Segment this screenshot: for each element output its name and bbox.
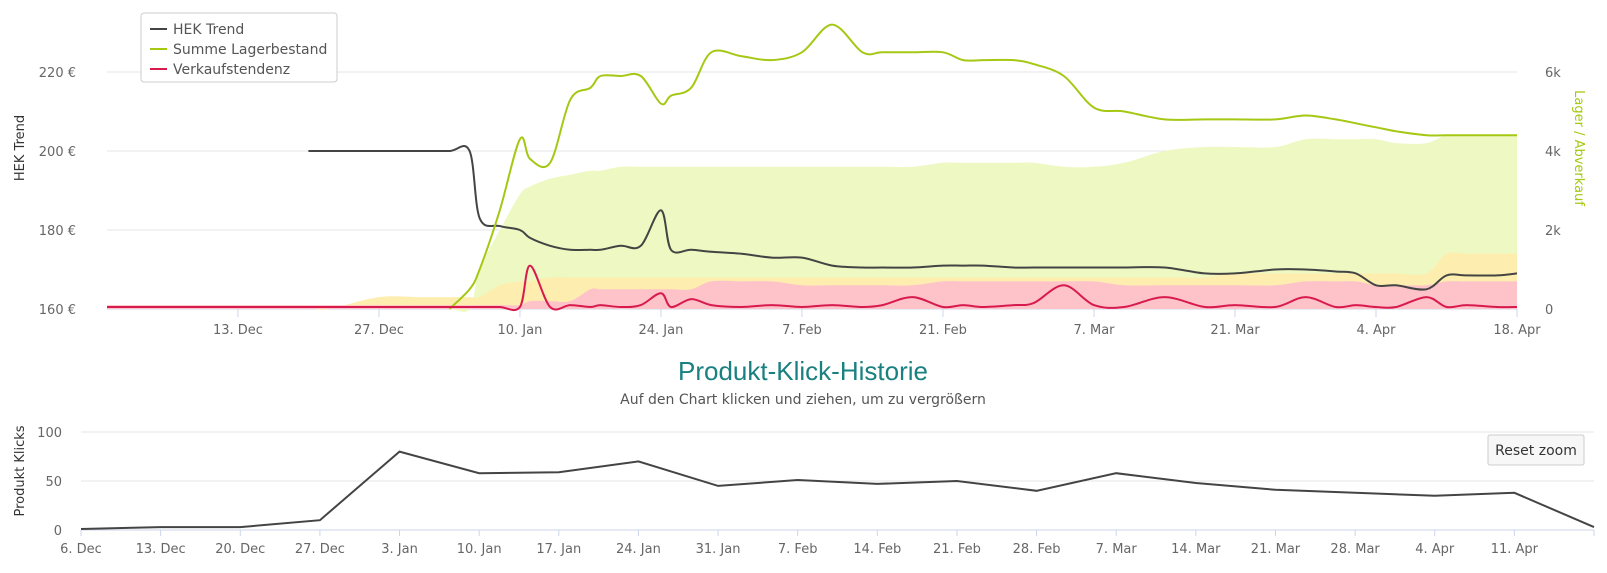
y-right-tick-label: 6k: [1545, 66, 1561, 81]
main-x-ticks: 13. Dec 27. Dec 10. Jan 24. Jan 7. Feb 21. Fe…: [213, 309, 1541, 338]
main-y-right-ticks: 0 2k 4k 6k: [1545, 66, 1561, 318]
reset-zoom-label[interactable]: Reset zoom: [1495, 443, 1577, 459]
y-right-tick-label: 2k: [1545, 224, 1561, 239]
reset-zoom-box[interactable]: [1487, 434, 1585, 466]
click-chart[interactable]: Produkt-Klick-Historie Auf den Chart kli…: [0, 345, 1607, 573]
main-y-left-ticks: 160 € 180 € 200 € 220 €: [39, 66, 76, 318]
y-right-tick-label: 4k: [1545, 145, 1561, 160]
click-lines: [80, 450, 1595, 530]
x-tick-label: 21. Mar: [1251, 542, 1301, 557]
legend-item[interactable]: Verkaufstendenz: [173, 62, 290, 78]
y-left-tick-label: 180 €: [39, 224, 76, 239]
main-chart[interactable]: 13. Dec 27. Dec 10. Jan 24. Jan 7. Feb 21. Fe…: [0, 0, 1607, 345]
click-y-axis-title: Produkt Klicks: [13, 425, 28, 516]
y-axis-right-title: Lager / Abverkauf: [1571, 90, 1586, 206]
x-tick-label: 3. Jan: [381, 542, 418, 557]
click-y-ticks: 0 50 100: [37, 426, 62, 539]
y-left-tick-label: 220 €: [39, 66, 76, 81]
x-tick-label: 28. Feb: [1013, 542, 1061, 557]
main-lines: [106, 23, 1518, 312]
legend-box: [140, 12, 338, 83]
x-tick-label: 27. Dec: [295, 542, 345, 557]
x-tick-label: 7. Feb: [782, 323, 822, 338]
x-tick-label: 7. Mar: [1073, 323, 1115, 338]
y-left-tick-label: 160 €: [39, 303, 76, 318]
main-areas: [107, 134, 1517, 312]
series-line-verkaufstendenz[interactable]: [106, 264, 1518, 312]
x-tick-label: 4. Apr: [1356, 323, 1396, 338]
x-tick-label: 31. Jan: [696, 542, 741, 557]
chart-subtitle: Auf den Chart klicken und ziehen, um zu …: [620, 392, 986, 408]
x-tick-label: 17. Jan: [536, 542, 581, 557]
y-tick-label: 0: [54, 524, 62, 539]
x-tick-label: 14. Feb: [853, 542, 901, 557]
x-tick-label: 24. Jan: [616, 542, 661, 557]
x-tick-label: 21. Feb: [933, 542, 981, 557]
y-tick-label: 100: [37, 426, 62, 441]
x-tick-label: 10. Jan: [497, 323, 542, 338]
y-left-tick-label: 200 €: [39, 145, 76, 160]
legend-item[interactable]: HEK Trend: [173, 22, 244, 38]
legend-item[interactable]: Summe Lagerbestand: [173, 42, 327, 58]
y-axis-left-title: HEK Trend: [13, 115, 28, 181]
series-line-hek-trend[interactable]: [308, 145, 1518, 291]
x-tick-label: 4. Apr: [1415, 542, 1455, 557]
x-tick-label: 11. Apr: [1491, 542, 1539, 557]
red-area: [107, 280, 1517, 309]
x-tick-label: 10. Jan: [457, 542, 502, 557]
x-tick-label: 21. Feb: [919, 323, 967, 338]
x-tick-label: 7. Feb: [778, 542, 818, 557]
x-tick-label: 14. Mar: [1171, 542, 1221, 557]
x-tick-label: 27. Dec: [354, 323, 404, 338]
x-tick-label: 21. Mar: [1210, 323, 1260, 338]
x-tick-label: 7. Mar: [1096, 542, 1138, 557]
series-line-produkt-klicks[interactable]: [80, 450, 1595, 530]
x-tick-label: 20. Dec: [215, 542, 265, 557]
x-tick-label: 28. Mar: [1330, 542, 1380, 557]
reset-zoom-button[interactable]: Reset zoom: [1487, 434, 1585, 466]
series-line-summe-lagerbestand[interactable]: [448, 23, 1517, 310]
y-right-tick-label: 0: [1545, 303, 1553, 318]
x-tick-label: 6. Dec: [60, 542, 102, 557]
x-tick-label: 13. Dec: [213, 323, 263, 338]
chart-title: Produkt-Klick-Historie: [678, 356, 928, 386]
x-tick-label: 24. Jan: [638, 323, 683, 338]
click-x-ticks: 6. Dec 13. Dec 20. Dec 27. Dec 3. Jan 10. Jan…: [60, 530, 1595, 557]
legend[interactable]: HEK Trend Summe Lagerbestand Verkaufstende…: [140, 12, 338, 83]
y-tick-label: 50: [45, 475, 62, 490]
x-tick-label: 18. Apr: [1493, 323, 1541, 338]
x-tick-label: 13. Dec: [136, 542, 186, 557]
